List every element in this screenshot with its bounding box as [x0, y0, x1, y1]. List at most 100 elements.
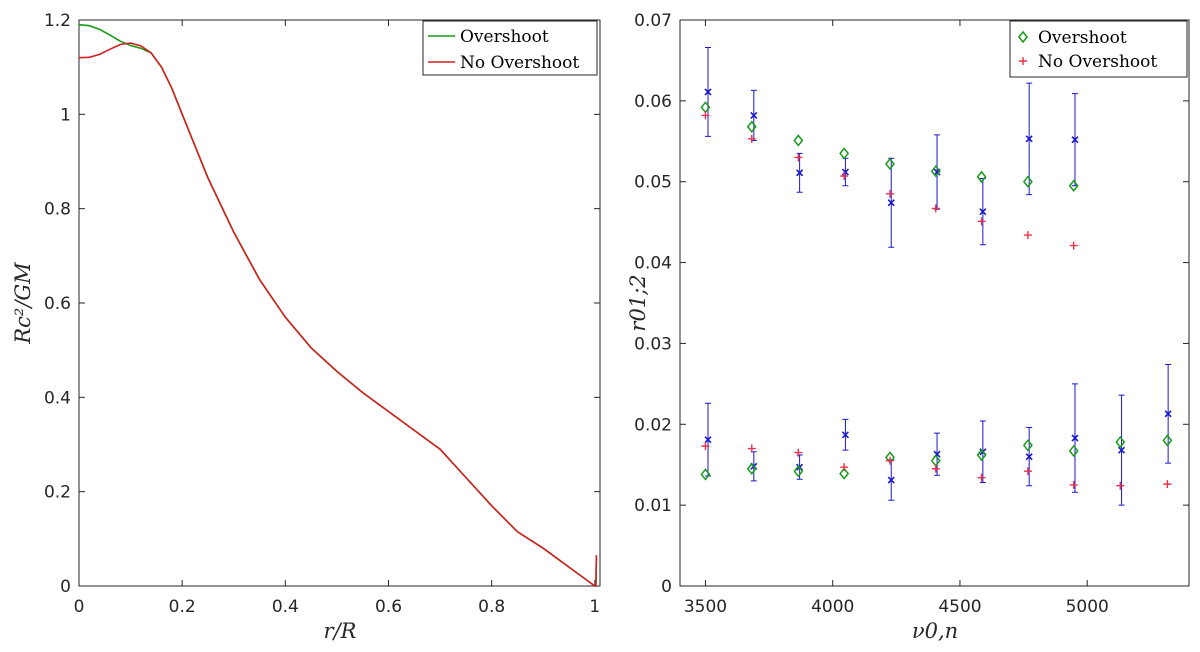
data-point-x: [979, 208, 987, 216]
right-x-axis-label: ν0,n: [912, 619, 958, 643]
left-x-tick-label: 0: [74, 597, 85, 617]
data-point-no-overshoot: [1023, 231, 1032, 240]
right-y-tick-label: 0.01: [634, 496, 672, 516]
data-point-x: [1025, 453, 1033, 461]
data-point-no-overshoot: [931, 204, 940, 213]
left-legend-box: [422, 20, 598, 76]
right-y-axis-label: r01;2: [626, 274, 650, 331]
data-point-no-overshoot: [794, 448, 803, 457]
data-point-overshoot: [976, 448, 987, 462]
right-chart: 3500 4000 4500 5000 0 0.01 0.02 0.03 0.04 0.05 0.0…: [626, 11, 1190, 643]
data-point-x: [1025, 135, 1033, 143]
right-legend-label-no-overshoot: No Overshoot: [1038, 52, 1157, 72]
left-legend: Overshoot No Overshoot: [422, 20, 598, 76]
right-y-tick-label: 0.04: [634, 254, 672, 274]
data-point-x: [887, 199, 895, 207]
data-point-no-overshoot: [747, 444, 756, 453]
left-series-lines: [78, 23, 598, 587]
left-plot-frame: [78, 19, 601, 587]
data-point-overshoot: [839, 147, 850, 160]
left-x-axis-label: r/R: [324, 619, 357, 643]
data-point-overshoot: [793, 134, 804, 147]
legend-diamond-marker: [1018, 30, 1028, 44]
data-point-overshoot: [1068, 179, 1079, 192]
data-point-overshoot: [793, 464, 804, 478]
data-point-overshoot: [976, 170, 987, 184]
data-point-x: [796, 169, 804, 177]
series-line-overshoot: [78, 23, 598, 587]
left-x-tick-label: 0.6: [375, 597, 402, 617]
data-point-x: [1071, 434, 1079, 442]
series-line-no-overshoot: [78, 42, 598, 587]
right-x-tick-label: 4500: [938, 597, 981, 617]
left-legend-label-no-overshoot: No Overshoot: [460, 53, 579, 73]
data-point-overshoot: [1022, 439, 1033, 452]
right-ticks: 3500 4000 4500 5000 0 0.01 0.02 0.03 0.04 0.05 0.0…: [634, 11, 1189, 617]
left-ticks: 0 0.2 0.4 0.6 0.8 1 0 0.2 0.4 0.6 0.8 1 1.2: [44, 11, 600, 617]
data-point-overshoot: [746, 462, 757, 475]
right-y-tick-label: 0.05: [634, 173, 672, 193]
data-point-x: [1071, 136, 1079, 144]
data-point-no-overshoot: [794, 153, 803, 162]
data-point-x: [841, 431, 849, 439]
right-x-tick-label: 5000: [1066, 597, 1109, 617]
right-legend-label-overshoot: Overshoot: [1038, 28, 1127, 48]
data-point-overshoot: [746, 120, 757, 133]
data-point-no-overshoot: [701, 442, 710, 451]
data-point-overshoot: [1162, 434, 1173, 447]
left-x-tick-label: 1: [589, 597, 600, 617]
left-y-tick-label: 1: [60, 105, 71, 125]
data-point-overshoot: [885, 157, 895, 171]
right-y-tick-label: 0.02: [634, 415, 672, 435]
data-point-no-overshoot: [1069, 480, 1078, 489]
left-chart: 0 0.2 0.4 0.6 0.8 1 0 0.2 0.4 0.6 0.8 1 1.2 r/R Rc²/…: [11, 11, 601, 643]
data-point-overshoot: [700, 468, 711, 481]
right-legend-swatch-no-overshoot: [1019, 57, 1027, 65]
data-point-overshoot: [930, 454, 941, 467]
data-point-no-overshoot: [931, 464, 940, 473]
data-point-overshoot: [930, 165, 941, 178]
data-point-no-overshoot: [885, 189, 894, 198]
data-point-x: [750, 111, 758, 119]
left-y-tick-label: 0: [60, 577, 71, 597]
data-point-overshoot: [1115, 435, 1126, 449]
data-point-x: [704, 436, 712, 444]
data-point-no-overshoot: [840, 172, 849, 181]
data-point-x: [704, 88, 712, 96]
left-y-tick-label: 0.6: [44, 294, 71, 314]
data-point-x: [1117, 446, 1126, 454]
data-point-x: [841, 168, 849, 176]
right-y-tick-label: 0.06: [634, 92, 672, 112]
left-x-tick-label: 0.8: [478, 597, 505, 617]
right-plot-frame: [679, 19, 1190, 587]
right-legend: Overshoot No Overshoot: [1009, 20, 1188, 78]
data-point-no-overshoot: [1069, 241, 1078, 250]
left-x-tick-label: 0.4: [272, 597, 299, 617]
data-point-x: [1164, 410, 1172, 418]
data-point-no-overshoot: [977, 217, 986, 226]
data-point-no-overshoot: [747, 134, 756, 143]
left-legend-label-overshoot: Overshoot: [460, 27, 549, 47]
data-point-no-overshoot: [1163, 480, 1172, 489]
data-point-no-overshoot: [885, 456, 894, 465]
data-point-no-overshoot: [701, 111, 710, 120]
right-series-marks: [700, 46, 1173, 506]
data-point-overshoot: [839, 467, 850, 480]
legend-plus-marker: [1019, 57, 1027, 65]
data-point-no-overshoot: [1023, 467, 1032, 476]
left-x-tick-label: 0.2: [169, 597, 196, 617]
right-legend-swatch-overshoot: [1018, 30, 1028, 44]
data-point-x: [887, 476, 895, 484]
data-point-overshoot: [1022, 175, 1033, 188]
data-point-no-overshoot: [977, 473, 986, 482]
right-y-tick-label: 0: [661, 577, 672, 597]
right-y-tick-label: 0.03: [634, 334, 672, 354]
right-x-tick-label: 3500: [684, 597, 727, 617]
left-y-tick-label: 0.4: [44, 388, 71, 408]
data-point-no-overshoot: [840, 463, 849, 472]
data-point-no-overshoot: [1116, 481, 1125, 490]
right-legend-box: [1009, 20, 1188, 78]
right-x-tick-label: 4000: [811, 597, 854, 617]
left-y-tick-label: 1.2: [44, 11, 71, 31]
